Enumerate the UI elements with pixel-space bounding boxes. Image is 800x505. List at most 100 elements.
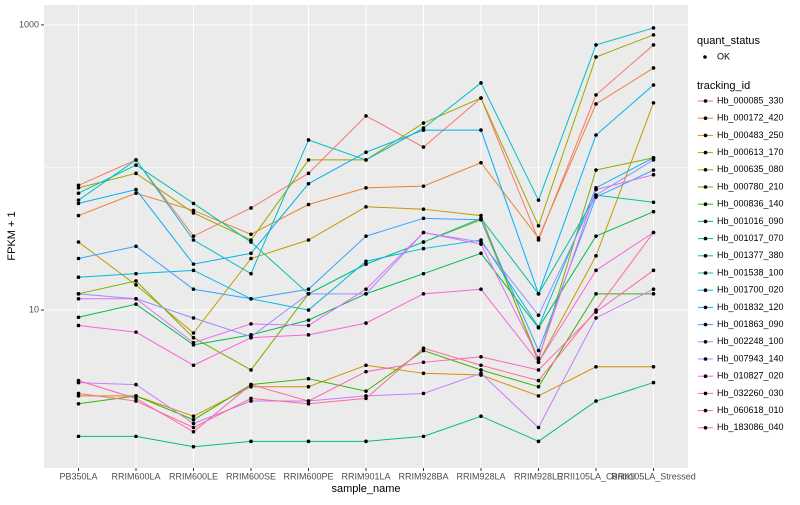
- x-tick-label: RRIM600SE: [226, 471, 276, 481]
- data-point: [364, 369, 368, 374]
- data-point: [191, 340, 196, 345]
- data-point: [651, 200, 656, 205]
- data-point: [479, 128, 483, 132]
- data-point: [651, 230, 656, 235]
- legend-label: Hb_001016_090: [717, 216, 784, 226]
- data-point: [536, 368, 541, 372]
- x-axis-title: sample_name: [331, 483, 400, 495]
- y-tick-label: 10: [29, 304, 39, 314]
- legend-title: tracking_id: [697, 80, 750, 92]
- legend-key: [703, 219, 708, 224]
- data-point: [306, 158, 311, 162]
- data-point: [134, 187, 138, 192]
- data-point: [191, 417, 196, 422]
- data-point: [306, 384, 311, 389]
- legend-key: [703, 116, 708, 120]
- data-point: [134, 330, 138, 334]
- data-point: [249, 206, 253, 210]
- data-point: [191, 238, 196, 242]
- data-point: [249, 396, 253, 401]
- data-point: [536, 378, 541, 383]
- data-point: [364, 439, 368, 444]
- data-point: [536, 348, 541, 353]
- data-point: [306, 333, 311, 337]
- data-point: [594, 364, 598, 369]
- legend-key: [703, 254, 708, 258]
- data-point: [249, 399, 253, 403]
- data-point: [306, 318, 311, 322]
- legend-key: [703, 408, 708, 413]
- data-point: [594, 308, 598, 312]
- data-point: [76, 323, 81, 328]
- data-point: [191, 429, 196, 434]
- data-point: [364, 150, 368, 155]
- data-point: [651, 287, 656, 292]
- data-point: [191, 208, 196, 213]
- data-point: [134, 302, 138, 306]
- data-point: [479, 160, 483, 165]
- data-point: [421, 346, 426, 351]
- data-point: [76, 201, 81, 206]
- legend-key: [703, 185, 708, 189]
- legend-label: Hb_000836_140: [717, 199, 784, 209]
- legend-label: Hb_001700_020: [717, 285, 784, 295]
- data-point: [364, 262, 368, 266]
- data-point: [421, 230, 426, 235]
- data-point: [594, 193, 598, 197]
- x-tick-label: RRIM928LE: [514, 471, 563, 481]
- data-point: [536, 313, 541, 318]
- data-point: [479, 96, 483, 100]
- data-point: [76, 402, 81, 406]
- data-point: [76, 240, 81, 244]
- data-point: [191, 268, 196, 273]
- data-point: [594, 43, 598, 47]
- x-tick-label: RRIM600LE: [169, 471, 218, 481]
- data-point: [364, 292, 368, 296]
- data-point: [421, 246, 426, 251]
- x-tick-label: RRIM600PE: [283, 471, 333, 481]
- data-point: [76, 275, 81, 280]
- data-point: [421, 240, 426, 244]
- data-point: [364, 205, 368, 209]
- data-point: [421, 391, 426, 396]
- data-point: [76, 191, 81, 196]
- data-point: [421, 271, 426, 276]
- data-point: [594, 292, 598, 296]
- data-point: [191, 262, 196, 266]
- data-point: [594, 316, 598, 320]
- data-point: [651, 158, 656, 162]
- data-point: [306, 202, 311, 207]
- legend-key: [703, 305, 708, 310]
- data-point: [191, 444, 196, 449]
- data-point: [134, 396, 138, 401]
- data-point: [134, 191, 138, 196]
- data-point: [536, 325, 541, 329]
- data-point: [76, 434, 81, 439]
- data-point: [76, 296, 81, 301]
- x-tick-label: RRIM928BA: [398, 471, 448, 481]
- x-tick-label: RRII105LA_Control: [557, 471, 635, 481]
- data-point: [306, 287, 311, 292]
- data-point: [134, 283, 138, 287]
- data-point: [536, 439, 541, 444]
- data-point: [76, 391, 81, 396]
- data-point: [191, 335, 196, 340]
- legend-key: [703, 168, 708, 172]
- data-point: [651, 83, 656, 87]
- data-point: [306, 376, 311, 381]
- data-point: [191, 414, 196, 419]
- data-point: [364, 363, 368, 368]
- legend-title: quant_status: [697, 35, 760, 47]
- data-point: [134, 171, 138, 176]
- legend-label: Hb_001538_100: [717, 267, 784, 277]
- legend-key: [703, 133, 708, 138]
- data-point: [651, 380, 656, 385]
- data-point: [76, 213, 81, 218]
- legend-key: [703, 202, 708, 206]
- x-tick-label: RRII105LA_Stressed: [611, 471, 696, 481]
- data-point: [364, 186, 368, 190]
- data-point: [191, 425, 196, 430]
- data-point: [249, 335, 253, 340]
- data-point: [536, 394, 541, 398]
